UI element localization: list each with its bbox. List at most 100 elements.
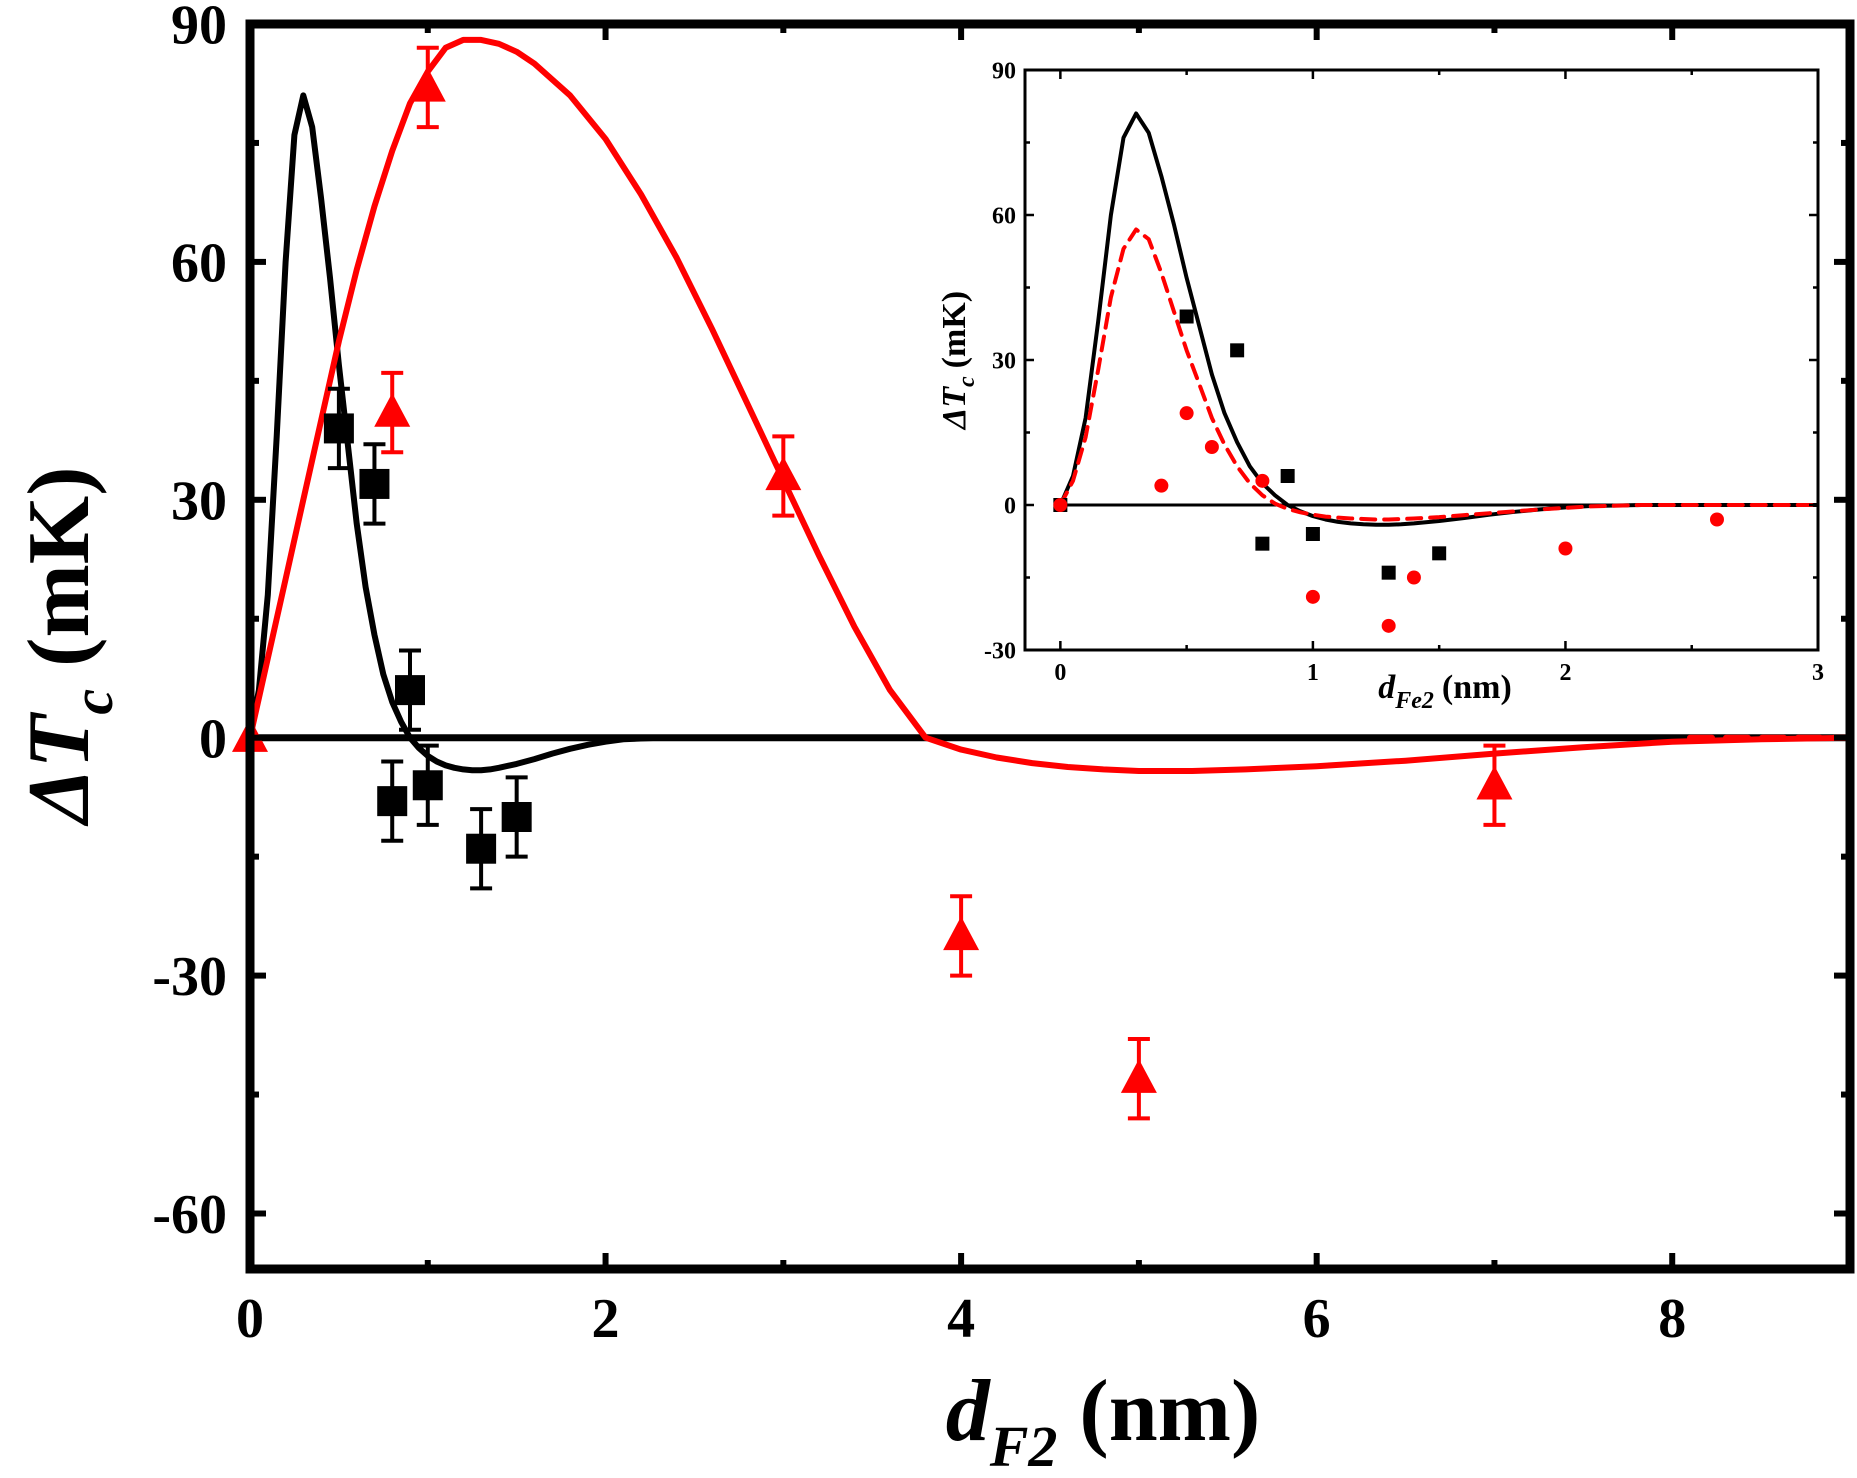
inset-point-circle xyxy=(1053,498,1068,512)
main-triangle-marker xyxy=(1120,1059,1157,1093)
inset-circle-marker xyxy=(1053,498,1068,512)
inset-axis-ticks xyxy=(1025,68,1820,652)
inset-square-marker xyxy=(1280,469,1295,483)
main-square-marker xyxy=(359,468,390,499)
inset-point-circle xyxy=(1406,570,1421,585)
main-x-tick-label: 8 xyxy=(1658,1288,1686,1350)
inset-point-square xyxy=(1432,546,1447,561)
inset-square-marker xyxy=(1381,565,1396,580)
inset-y-tick-label: 0 xyxy=(1004,493,1016,519)
inset-x-tick-label: 2 xyxy=(1559,660,1571,686)
main-point-square xyxy=(377,759,408,843)
main-data-points xyxy=(232,45,1513,1121)
inset-circle-marker xyxy=(1709,512,1724,527)
inset-x-label-unit: (nm) xyxy=(1442,669,1512,706)
inset-circle-marker xyxy=(1204,440,1219,454)
inset-y-label-sub: c xyxy=(954,376,980,387)
inset-square-marker xyxy=(1230,343,1245,358)
inset-curves xyxy=(1058,111,1818,527)
inset-y-axis-label: ΔTc (mK) xyxy=(936,291,980,431)
main-point-square xyxy=(323,386,354,471)
main-point-square xyxy=(501,775,532,859)
main-triangle-marker xyxy=(409,67,446,102)
inset-point-circle xyxy=(1381,618,1396,633)
inset-y-tick-label: 60 xyxy=(992,203,1016,229)
main-y-tick-label: 0 xyxy=(199,708,227,770)
inset-x-tick-label: 1 xyxy=(1307,660,1319,686)
main-square-marker xyxy=(501,801,532,832)
main-x-tick-label: 4 xyxy=(947,1288,975,1350)
inset-square-marker xyxy=(1305,527,1320,541)
inset-plot: 0 1 2 3 -30 0 30 60 90 dFe2 (nm) ΔTc (mK) xyxy=(936,58,1824,714)
main-triangle-marker xyxy=(374,393,411,427)
main-point-triangle xyxy=(943,894,980,978)
main-axis-ticks xyxy=(247,21,1853,1269)
inset-fit-curve-red-dashed xyxy=(1058,227,1818,522)
main-plot-frame xyxy=(245,19,1855,1274)
main-y-tick-label: -30 xyxy=(152,946,227,1008)
main-y-label-var: ΔT xyxy=(11,711,108,826)
main-y-label-sub: c xyxy=(60,689,125,715)
main-y-tick-label: 60 xyxy=(171,232,227,294)
main-x-label-var: d xyxy=(946,1363,992,1460)
main-y-tick-label: 90 xyxy=(171,0,227,57)
inset-circle-marker xyxy=(1154,478,1169,493)
inset-square-marker xyxy=(1432,546,1447,561)
main-square-marker xyxy=(377,786,408,817)
inset-y-label-unit: (mK) xyxy=(936,291,973,368)
main-curves xyxy=(250,36,1850,774)
inset-point-circle xyxy=(1305,589,1320,604)
inset-y-tick-label: 90 xyxy=(992,58,1016,84)
main-x-label-sub: F2 xyxy=(989,1414,1058,1478)
inset-y-tick-labels: -30 0 30 60 90 xyxy=(984,58,1016,664)
inset-x-axis-label: dFe2 (nm) xyxy=(1378,669,1512,714)
inset-point-circle xyxy=(1255,473,1270,488)
inset-point-circle xyxy=(1558,541,1573,556)
main-y-label-unit: (mK) xyxy=(11,466,108,666)
inset-point-square xyxy=(1230,343,1245,358)
main-fit-curve-black xyxy=(250,92,787,774)
main-point-triangle xyxy=(374,370,411,455)
inset-square-marker xyxy=(1255,536,1270,551)
inset-point-square xyxy=(1179,309,1194,324)
main-x-tick-labels: 0 2 4 6 8 xyxy=(236,1288,1686,1350)
inset-point-circle xyxy=(1179,406,1194,421)
inset-square-marker xyxy=(1179,309,1194,324)
main-point-triangle xyxy=(1120,1037,1157,1121)
main-point-triangle xyxy=(765,434,802,518)
inset-point-circle xyxy=(1709,512,1724,527)
inset-background xyxy=(1025,70,1818,650)
main-point-square xyxy=(395,648,425,732)
inset-point-square xyxy=(1280,469,1295,483)
inset-point-square xyxy=(1305,527,1320,541)
main-triangle-marker xyxy=(943,916,980,951)
inset-point-square xyxy=(1381,565,1396,580)
main-x-tick-label: 0 xyxy=(236,1288,264,1350)
main-point-triangle xyxy=(409,45,446,130)
inset-point-circle xyxy=(1154,478,1169,493)
inset-x-tick-labels: 0 1 2 3 xyxy=(1054,660,1824,686)
inset-y-tick-label: 30 xyxy=(992,348,1016,374)
main-y-tick-labels: -60 -30 0 30 60 90 xyxy=(152,0,227,1246)
inset-circle-marker xyxy=(1406,570,1421,585)
main-point-square xyxy=(412,743,443,827)
main-fit-curve-red xyxy=(250,36,1850,774)
main-point-square xyxy=(466,807,497,891)
inset-circle-marker xyxy=(1305,589,1320,604)
main-x-axis-label: dF2 (nm) xyxy=(946,1363,1261,1478)
inset-point-circle xyxy=(1204,440,1219,454)
inset-point-square xyxy=(1255,536,1270,551)
main-x-tick-label: 6 xyxy=(1303,1288,1331,1350)
main-triangle-marker xyxy=(1476,765,1513,800)
main-y-tick-label: -60 xyxy=(152,1184,227,1246)
inset-circle-marker xyxy=(1381,618,1396,633)
main-x-label-unit: (nm) xyxy=(1079,1363,1260,1460)
inset-x-tick-label: 0 xyxy=(1054,660,1066,686)
main-square-marker xyxy=(323,413,354,444)
inset-x-label-sub: Fe2 xyxy=(1394,688,1434,714)
inset-x-label-var: d xyxy=(1378,669,1396,706)
main-triangle-marker xyxy=(765,456,802,491)
inset-data-points xyxy=(1053,309,1724,633)
